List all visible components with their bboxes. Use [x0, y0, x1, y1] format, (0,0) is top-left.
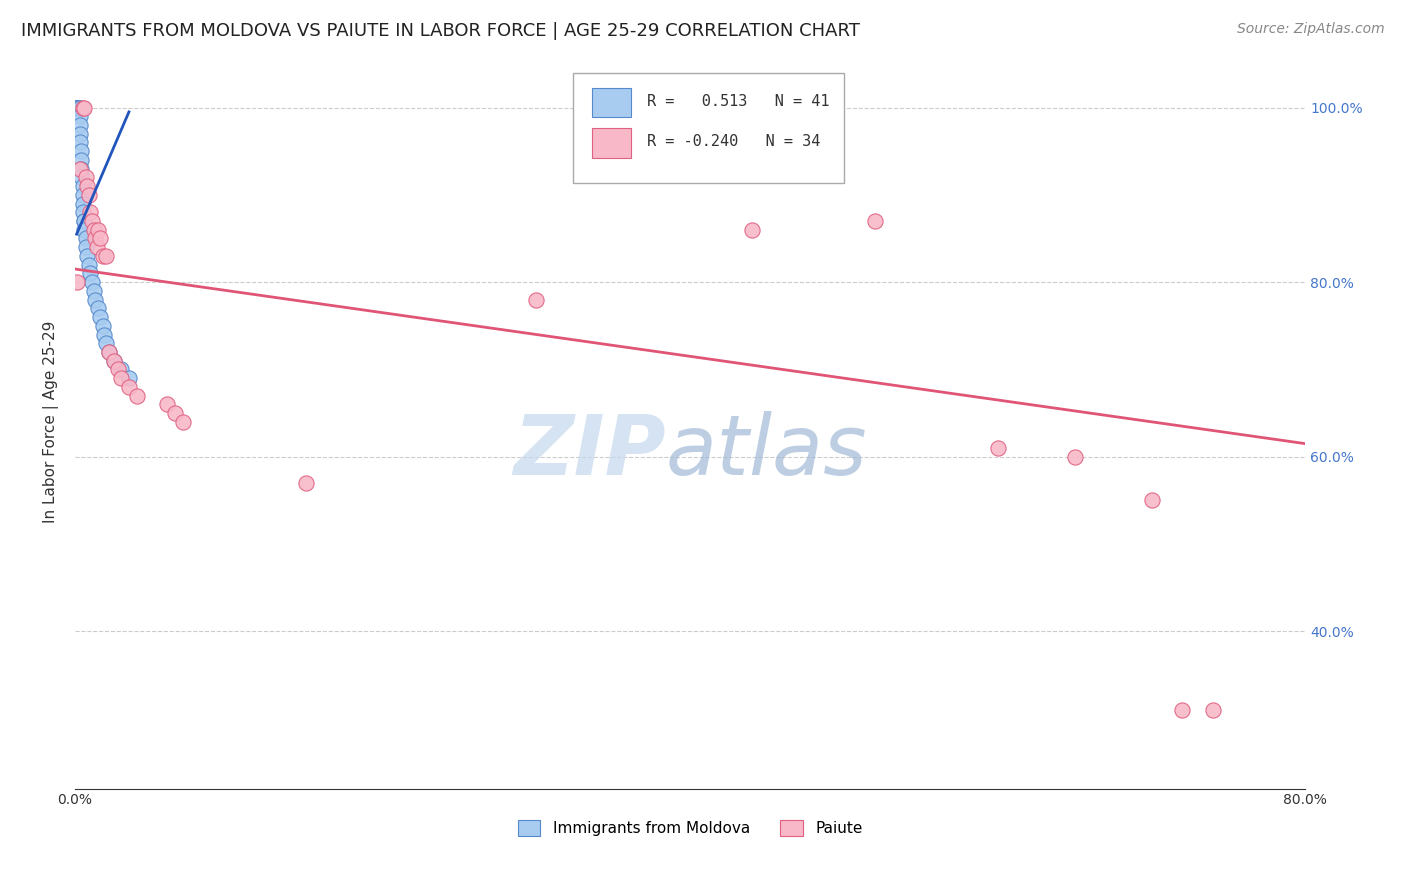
Point: [75, 231, 97, 245]
Point: [1202, 703, 1225, 717]
Point: [76, 249, 98, 263]
Point: [86, 240, 108, 254]
Text: R = -0.240   N = 34: R = -0.240 N = 34: [647, 134, 821, 149]
Point: [89, 231, 111, 245]
Legend: Immigrants from Moldova, Paiute: Immigrants from Moldova, Paiute: [517, 820, 863, 836]
Point: [110, 362, 132, 376]
Point: [103, 353, 125, 368]
Point: [79, 267, 101, 281]
Point: [72, 196, 94, 211]
Point: [741, 223, 763, 237]
Point: [94, 249, 117, 263]
Point: [94, 336, 117, 351]
Point: [70, 170, 93, 185]
Point: [73, 214, 96, 228]
Point: [103, 353, 125, 368]
Point: [156, 397, 179, 411]
Point: [83, 284, 105, 298]
Point: [69, 127, 91, 141]
Point: [66, 101, 89, 115]
Point: [91, 249, 114, 263]
Point: [89, 310, 111, 324]
Point: [1171, 703, 1194, 717]
Point: [67, 101, 90, 115]
Point: [526, 293, 548, 307]
Point: [72, 187, 94, 202]
Point: [118, 371, 141, 385]
Point: [66, 101, 89, 115]
Point: [97, 345, 120, 359]
Point: [66, 101, 89, 115]
Point: [1140, 493, 1163, 508]
Point: [987, 441, 1010, 455]
FancyBboxPatch shape: [574, 73, 844, 184]
Text: R =   0.513   N = 41: R = 0.513 N = 41: [647, 94, 830, 109]
FancyBboxPatch shape: [592, 128, 631, 158]
Point: [70, 144, 93, 158]
Text: atlas: atlas: [665, 410, 868, 491]
FancyBboxPatch shape: [592, 88, 631, 118]
Point: [73, 214, 96, 228]
Point: [83, 223, 105, 237]
Point: [118, 380, 141, 394]
Point: [66, 275, 89, 289]
Point: [69, 101, 91, 115]
Point: [93, 327, 115, 342]
Point: [84, 231, 107, 245]
Text: ZIP: ZIP: [513, 410, 665, 491]
Point: [67, 101, 90, 115]
Point: [69, 118, 91, 132]
Point: [77, 187, 100, 202]
Point: [67, 101, 90, 115]
Point: [69, 136, 91, 150]
Point: [863, 214, 886, 228]
Point: [87, 301, 110, 316]
Point: [107, 362, 129, 376]
Point: [125, 389, 148, 403]
Text: IMMIGRANTS FROM MOLDOVA VS PAIUTE IN LABOR FORCE | AGE 25-29 CORRELATION CHART: IMMIGRANTS FROM MOLDOVA VS PAIUTE IN LAB…: [21, 22, 860, 40]
Point: [69, 161, 91, 176]
Point: [73, 223, 96, 237]
Y-axis label: In Labor Force | Age 25-29: In Labor Force | Age 25-29: [44, 320, 59, 523]
Point: [294, 475, 316, 490]
Point: [72, 205, 94, 219]
Point: [72, 179, 94, 194]
Point: [172, 415, 194, 429]
Point: [67, 101, 90, 115]
Point: [87, 223, 110, 237]
Point: [84, 293, 107, 307]
Point: [97, 345, 120, 359]
Point: [75, 240, 97, 254]
Point: [79, 205, 101, 219]
Point: [70, 153, 93, 167]
Point: [73, 101, 96, 115]
Point: [75, 170, 97, 185]
Point: [72, 101, 94, 115]
Point: [70, 161, 93, 176]
Point: [110, 371, 132, 385]
Point: [165, 406, 187, 420]
Point: [66, 101, 89, 115]
Point: [80, 275, 103, 289]
Point: [77, 258, 100, 272]
Point: [91, 318, 114, 333]
Point: [80, 214, 103, 228]
Point: [69, 109, 91, 123]
Text: Source: ZipAtlas.com: Source: ZipAtlas.com: [1237, 22, 1385, 37]
Point: [76, 179, 98, 194]
Point: [1063, 450, 1085, 464]
